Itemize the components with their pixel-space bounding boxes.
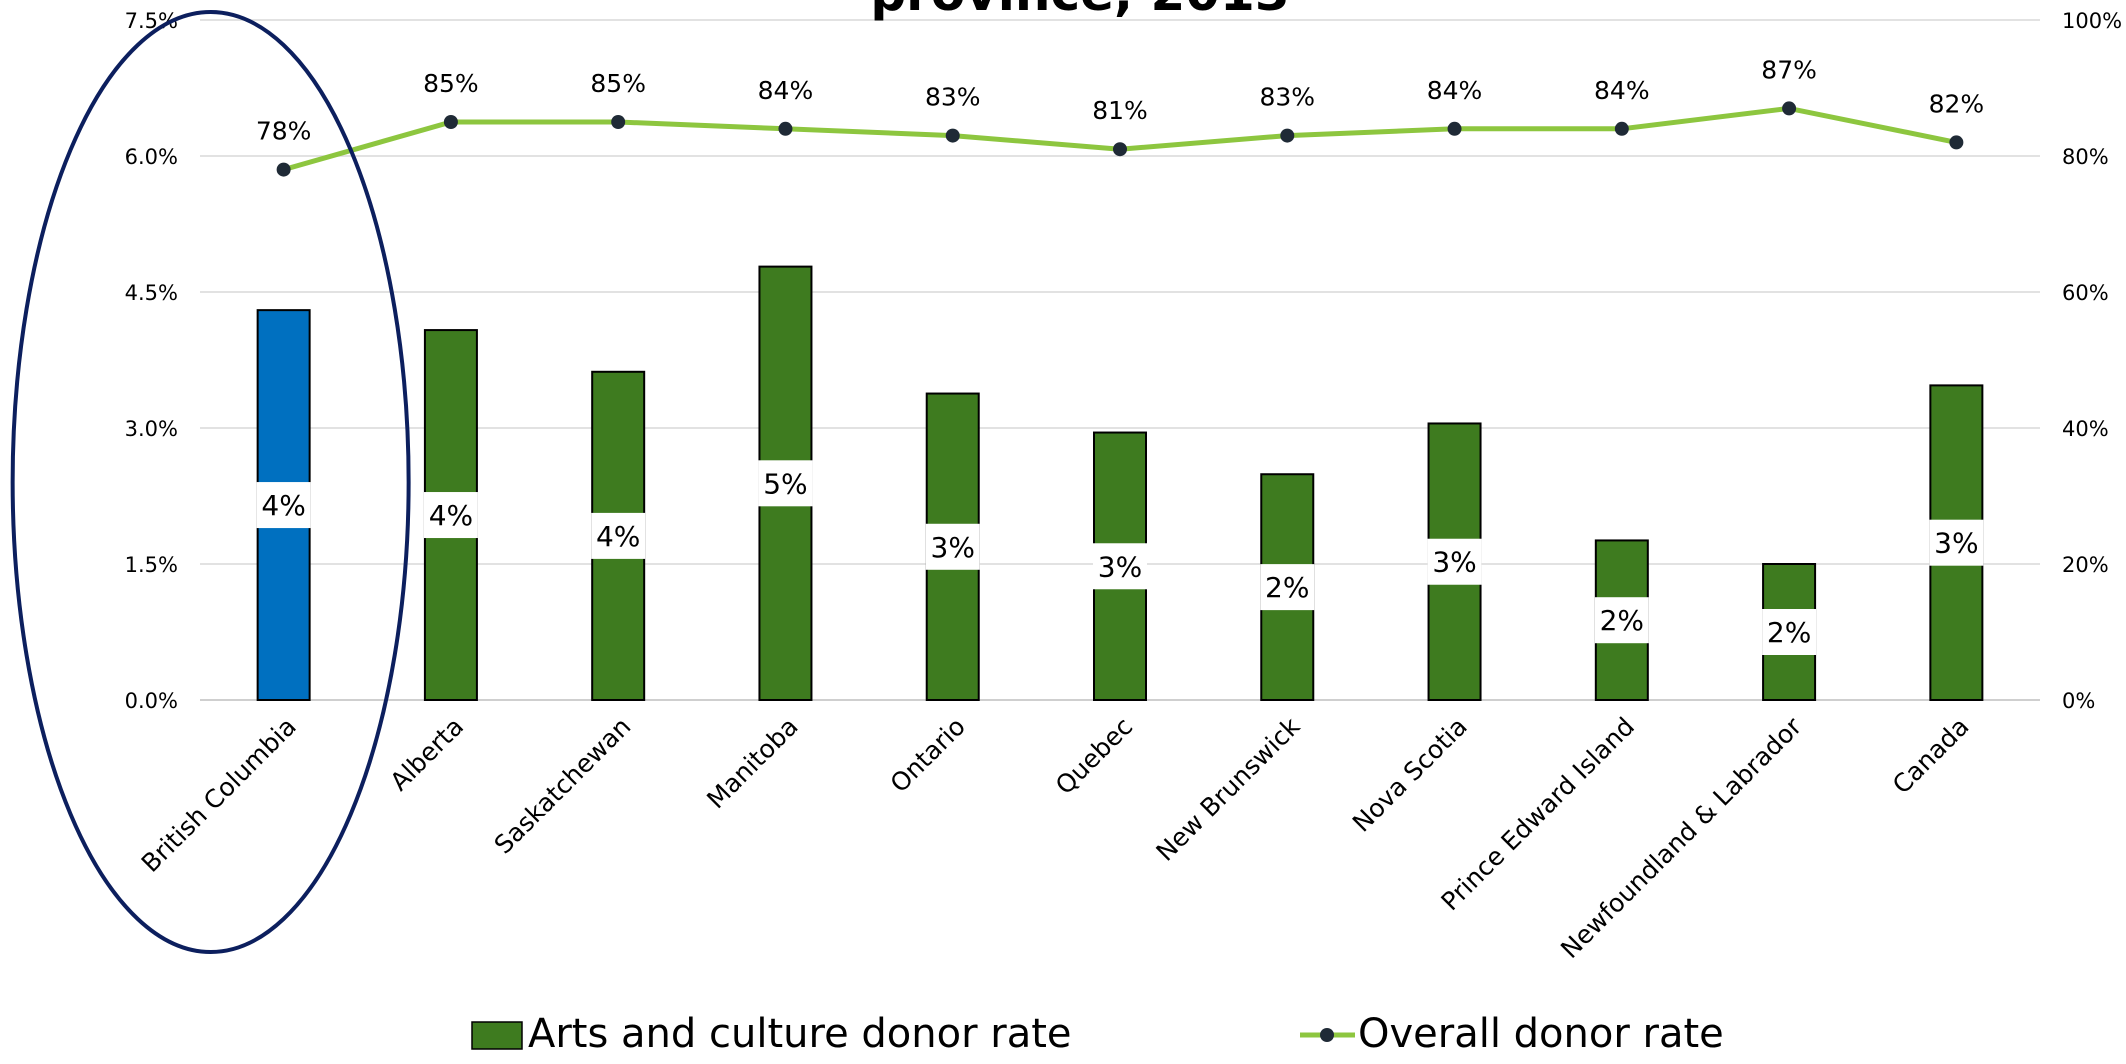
- line-point: [276, 162, 291, 177]
- category-label: Quebec: [1050, 712, 1138, 800]
- bar-data-label: 5%: [763, 467, 807, 500]
- line-point: [778, 121, 793, 136]
- bar-data-label-box: [1093, 543, 1147, 590]
- right-tick-label: 40%: [2062, 417, 2109, 441]
- bar-data-label-box: [1929, 519, 1984, 566]
- legend-swatch-marker: [1320, 1028, 1334, 1042]
- left-axis-ticks: 0.0%1.5%3.0%4.5%6.0%7.5%: [125, 9, 178, 713]
- bar-data-label-box: [1594, 597, 1649, 644]
- left-tick-label: 0.0%: [125, 689, 178, 713]
- right-tick-label: 0%: [2062, 689, 2095, 713]
- legend-label-line: Overall donor rate: [1358, 1011, 1724, 1057]
- bar-data-label-box: [758, 460, 813, 507]
- bar-data-label: 2%: [1265, 571, 1309, 604]
- bar-data-label-box: [925, 523, 980, 570]
- line-point: [1782, 101, 1797, 116]
- category-label: Prince Edward Island: [1436, 712, 1641, 917]
- line-data-label: 83%: [1259, 83, 1315, 112]
- line-point: [1614, 121, 1629, 136]
- right-tick-label: 100%: [2062, 9, 2122, 33]
- bar-data-label: 3%: [931, 531, 975, 564]
- legend-swatch-bar: [471, 1021, 523, 1050]
- bar-data-label-box: [1260, 564, 1315, 611]
- line-data-label: 84%: [1427, 76, 1483, 105]
- highlight-annotation: [10, 10, 411, 954]
- right-tick-label: 60%: [2062, 281, 2109, 305]
- legend-label-bar: Arts and culture donor rate: [528, 1011, 1072, 1057]
- line-data-label: 82%: [1929, 89, 1985, 118]
- line-data-label: 83%: [925, 83, 981, 112]
- category-label: Canada: [1887, 712, 1975, 800]
- bar-data-label-box: [256, 482, 311, 529]
- line-data-label: 81%: [1092, 96, 1148, 125]
- category-label: British Columbia: [136, 712, 302, 878]
- right-tick-label: 80%: [2062, 145, 2109, 169]
- legend: Arts and culture donor rate Overall dono…: [471, 1011, 1724, 1057]
- bar-data-label: 2%: [1600, 604, 1644, 637]
- left-tick-label: 1.5%: [125, 553, 178, 577]
- category-axis-labels: British Columbia Alberta Saskatchewan Manit…: [136, 711, 1975, 964]
- bar-data-label-box: [423, 492, 478, 539]
- bar-series: [256, 265, 1984, 702]
- line-point: [611, 115, 626, 129]
- highlight-ellipse: [10, 10, 411, 954]
- category-label: Ontario: [885, 712, 971, 798]
- category-label: Nova Scotia: [1347, 712, 1473, 838]
- right-tick-label: 20%: [2062, 553, 2109, 577]
- bar-data-label: 4%: [596, 520, 640, 553]
- category-label: Manitoba: [701, 712, 804, 815]
- left-tick-label: 6.0%: [125, 145, 178, 169]
- category-label: Saskatchewan: [489, 712, 637, 860]
- right-axis-ticks: 0% 20% 40% 60% 80% 100%: [2062, 9, 2122, 713]
- bar-data-label-box: [591, 512, 646, 559]
- category-label: New Brunswick: [1150, 711, 1305, 866]
- left-tick-label: 4.5%: [125, 281, 178, 305]
- line-series: [276, 101, 1964, 177]
- line-data-label: 85%: [423, 69, 479, 98]
- line-point: [1949, 135, 1964, 150]
- line-point: [945, 128, 960, 143]
- bar-data-label: 2%: [1767, 616, 1811, 649]
- bar-data-label: 4%: [429, 499, 473, 532]
- line-point: [1447, 121, 1462, 136]
- line-data-label: 78%: [256, 117, 312, 146]
- left-tick-label: 3.0%: [125, 417, 178, 441]
- line-data-label: 84%: [758, 76, 814, 105]
- line-point: [1280, 128, 1295, 143]
- bar-data-label: 4%: [261, 489, 305, 522]
- line-data-label: 84%: [1594, 76, 1650, 105]
- bar-data-label: 3%: [1934, 527, 1978, 560]
- bar-data-label: 3%: [1098, 550, 1142, 583]
- line-data-label: 85%: [590, 69, 646, 98]
- category-label: Alberta: [385, 712, 470, 797]
- line-data-label: 87%: [1761, 55, 1817, 84]
- line-data-labels: 78% 85% 85% 84% 83% 81% 83% 84% 84% 87% 82%: [256, 55, 1984, 145]
- line-point: [443, 115, 458, 129]
- bar-data-labels: 4% 4% 4% 5% 3% 3% 2% 3% 2% 2% 3%: [256, 460, 1984, 655]
- bar-data-label-box: [1762, 609, 1817, 655]
- bar-data-label-box: [1427, 538, 1482, 585]
- bar-data-label: 3%: [1432, 546, 1476, 579]
- chart-title: province, 2013: [870, 0, 1289, 22]
- line-point: [1113, 142, 1127, 157]
